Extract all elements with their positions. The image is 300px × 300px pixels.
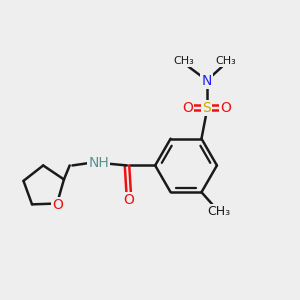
Text: O: O <box>182 101 193 115</box>
Text: O: O <box>220 101 231 115</box>
Text: CH₃: CH₃ <box>173 56 194 67</box>
Text: N: N <box>201 74 212 88</box>
Text: CH₃: CH₃ <box>207 205 230 218</box>
Text: NH: NH <box>88 156 109 170</box>
Text: O: O <box>123 193 134 207</box>
Text: S: S <box>202 101 211 115</box>
Text: O: O <box>52 198 63 212</box>
Text: CH₃: CH₃ <box>215 56 236 67</box>
